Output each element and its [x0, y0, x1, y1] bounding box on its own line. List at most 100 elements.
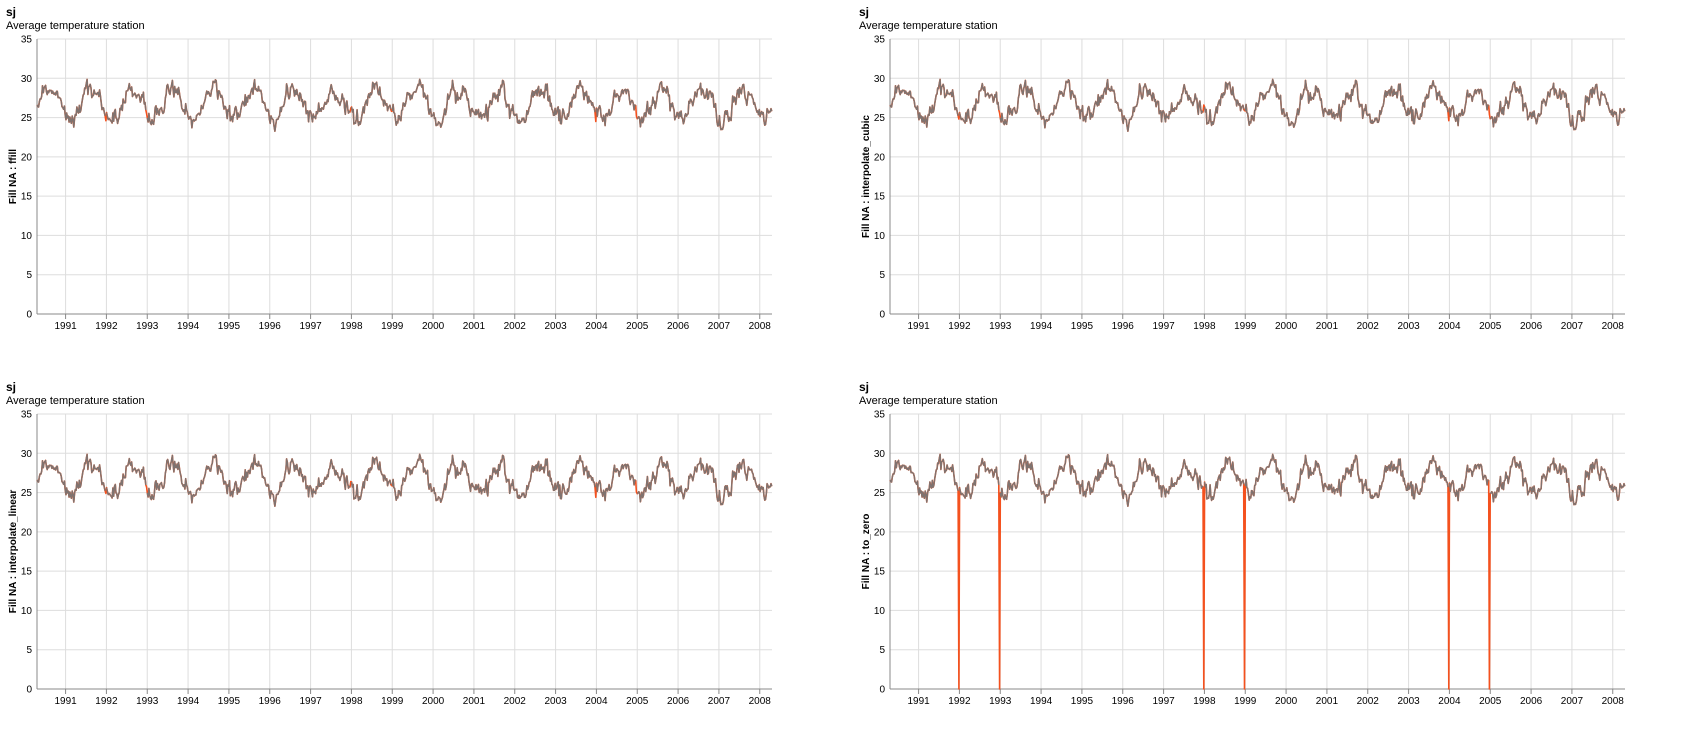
x-tick-label: 2003 — [544, 321, 567, 332]
x-tick-label: 2007 — [708, 321, 731, 332]
y-tick-label: 35 — [21, 35, 33, 46]
chart-title: sj — [6, 380, 16, 394]
x-tick-label: 1999 — [381, 696, 404, 707]
x-tick-label: 1992 — [948, 696, 971, 707]
y-tick-label: 15 — [874, 192, 886, 203]
x-tick-label: 2006 — [1520, 696, 1543, 707]
x-tick-label: 2000 — [1275, 321, 1298, 332]
x-tick-label: 2008 — [749, 696, 772, 707]
y-tick-label: 0 — [879, 685, 885, 696]
x-tick-label: 2003 — [1397, 696, 1420, 707]
x-tick-label: 2004 — [1438, 321, 1461, 332]
x-tick-label: 2000 — [422, 696, 445, 707]
x-tick-label: 1998 — [340, 321, 363, 332]
y-tick-label: 15 — [21, 567, 33, 578]
x-tick-label: 1998 — [1193, 321, 1216, 332]
x-tick-label: 2007 — [708, 696, 731, 707]
x-tick-label: 1991 — [54, 321, 77, 332]
x-tick-label: 1995 — [218, 321, 241, 332]
y-tick-label: 10 — [21, 231, 33, 242]
x-tick-label: 2001 — [1316, 321, 1339, 332]
series-line-observed — [36, 78, 773, 132]
chart-subtitle: Average temperature station — [859, 20, 998, 32]
x-tick-label: 1993 — [989, 696, 1012, 707]
x-tick-label: 1997 — [299, 321, 322, 332]
y-tick-label: 35 — [874, 35, 886, 46]
x-tick-label: 2002 — [504, 321, 527, 332]
y-tick-label: 15 — [21, 192, 33, 203]
x-tick-label: 1998 — [340, 696, 363, 707]
x-tick-label: 2000 — [1275, 696, 1298, 707]
y-tick-label: 30 — [874, 449, 886, 460]
y-tick-label: 5 — [879, 645, 885, 656]
y-tick-label: 0 — [26, 310, 32, 321]
x-tick-label: 1993 — [136, 696, 159, 707]
y-tick-label: 30 — [21, 449, 33, 460]
y-tick-label: 25 — [21, 488, 33, 499]
chart-title: sj — [6, 5, 16, 19]
x-tick-label: 1995 — [218, 696, 241, 707]
chart-panel-interpolate-linear: sj Average temperature station 0 5 10 15 20 25 3… — [0, 375, 853, 750]
y-axis-label: Fill NA : interpolate_linear — [8, 490, 19, 614]
x-tick-label: 1999 — [1234, 321, 1257, 332]
x-tick-label: 2001 — [1316, 696, 1339, 707]
x-tick-label: 1993 — [136, 321, 159, 332]
series-line-observed — [889, 453, 1626, 507]
y-tick-label: 30 — [874, 74, 886, 85]
y-tick-label: 25 — [874, 113, 886, 124]
y-axis-label: Fill NA : to_zero — [861, 514, 872, 590]
x-tick-label: 2006 — [667, 696, 690, 707]
x-tick-label: 2004 — [585, 696, 608, 707]
chart-subtitle: Average temperature station — [6, 395, 145, 407]
x-tick-label: 1994 — [1030, 696, 1053, 707]
chart-title: sj — [859, 5, 869, 19]
y-tick-label: 10 — [874, 231, 886, 242]
x-tick-label: 1994 — [177, 321, 200, 332]
x-tick-label: 2005 — [1479, 321, 1502, 332]
y-tick-label: 5 — [26, 645, 32, 656]
y-tick-label: 25 — [21, 113, 33, 124]
x-tick-label: 1991 — [54, 696, 77, 707]
chart-panel-interpolate-cubic: sj Average temperature station 0 5 10 15 20 25 3… — [853, 0, 1706, 375]
x-tick-label: 2008 — [1602, 696, 1625, 707]
x-tick-label: 2000 — [422, 321, 445, 332]
y-tick-label: 0 — [26, 685, 32, 696]
y-tick-label: 10 — [874, 606, 886, 617]
x-tick-label: 1997 — [299, 696, 322, 707]
x-tick-label: 1996 — [259, 321, 282, 332]
x-tick-label: 1997 — [1152, 321, 1175, 332]
x-tick-label: 1995 — [1071, 696, 1094, 707]
x-tick-label: 2008 — [1602, 321, 1625, 332]
x-tick-label: 2004 — [1438, 696, 1461, 707]
x-tick-label: 1994 — [177, 696, 200, 707]
y-tick-label: 35 — [874, 410, 886, 421]
x-tick-label: 1991 — [907, 321, 930, 332]
x-tick-label: 2002 — [1357, 696, 1380, 707]
x-tick-label: 1993 — [989, 321, 1012, 332]
x-tick-label: 2003 — [544, 696, 567, 707]
y-tick-label: 10 — [21, 606, 33, 617]
y-tick-label: 20 — [874, 527, 886, 538]
x-tick-label: 1992 — [95, 696, 118, 707]
x-tick-label: 1991 — [907, 696, 930, 707]
x-tick-label: 2001 — [463, 696, 486, 707]
chart-panel-ffill: sj Average temperature station 0 5 10 15 20 25 3… — [0, 0, 853, 375]
x-tick-label: 1994 — [1030, 321, 1053, 332]
x-tick-label: 1998 — [1193, 696, 1216, 707]
x-tick-label: 1995 — [1071, 321, 1094, 332]
y-tick-label: 20 — [21, 152, 33, 163]
x-tick-label: 2002 — [1357, 321, 1380, 332]
x-tick-label: 2004 — [585, 321, 608, 332]
y-axis-label: Fill NA : ffill — [8, 149, 19, 204]
y-tick-label: 0 — [879, 310, 885, 321]
x-tick-label: 2006 — [667, 321, 690, 332]
y-tick-label: 30 — [21, 74, 33, 85]
x-tick-label: 1996 — [1112, 321, 1135, 332]
chart-subtitle: Average temperature station — [859, 395, 998, 407]
chart-subtitle: Average temperature station — [6, 20, 145, 32]
x-tick-label: 1997 — [1152, 696, 1175, 707]
y-tick-label: 25 — [874, 488, 886, 499]
